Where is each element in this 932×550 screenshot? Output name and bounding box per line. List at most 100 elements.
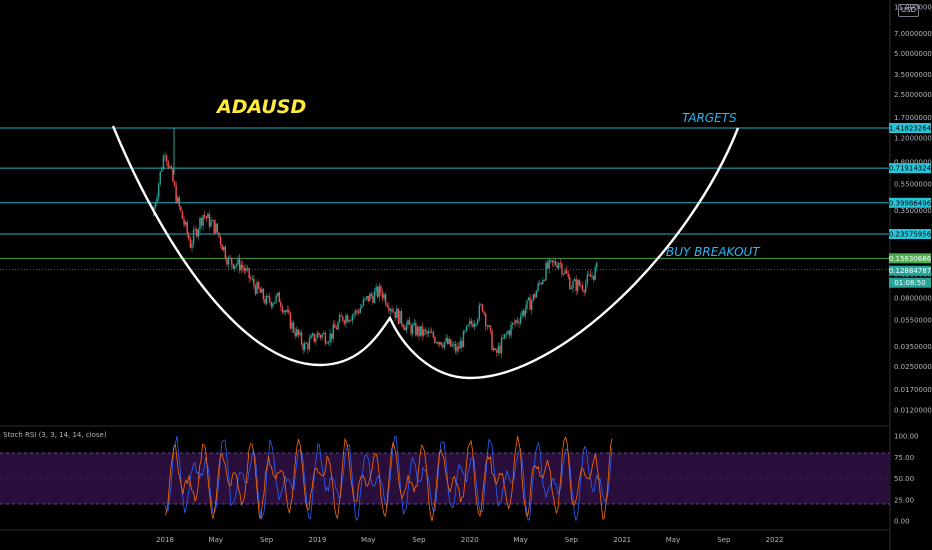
candle-body [461, 341, 463, 348]
price-tag: 0.71914324 [889, 163, 932, 174]
stoch-d-line [164, 435, 613, 522]
candle-body [380, 286, 382, 293]
candle-body [338, 315, 341, 323]
candle-body [473, 323, 476, 328]
candle-body [453, 344, 455, 346]
candle-body [391, 309, 393, 312]
candle-body [192, 229, 195, 244]
candle-body [291, 322, 293, 329]
candle-body [343, 320, 346, 324]
candle-body [288, 309, 290, 313]
candle-body [375, 287, 377, 292]
stoch-k-line [164, 435, 613, 522]
rsi-y-tick: 25.00 [894, 496, 914, 504]
candle-body [240, 264, 242, 271]
candle-body [538, 282, 541, 284]
candle-body [470, 320, 473, 324]
candle-body [281, 307, 284, 313]
candle-body [510, 324, 512, 336]
candle-body [215, 223, 217, 234]
candle-body [334, 324, 336, 328]
candle-body [337, 322, 339, 330]
candle-body [445, 338, 447, 342]
candle-body [567, 273, 569, 277]
rsi-y-tick: 75.00 [894, 454, 914, 462]
candle-body [164, 155, 166, 157]
candle-body [454, 344, 457, 352]
candle-body [183, 218, 185, 225]
candle-body [504, 334, 506, 339]
candle-body [569, 276, 571, 290]
candle-body [483, 311, 485, 314]
candle-body [583, 290, 585, 293]
candle-body [313, 333, 315, 342]
x-tick-label: May [361, 536, 375, 544]
candle-body [184, 222, 187, 225]
price-tag: 0.15630686 [889, 253, 932, 264]
candle-body [278, 292, 280, 303]
candle-body [508, 330, 511, 336]
candle-body [432, 331, 434, 338]
candle-body [472, 323, 474, 328]
price-tag-bg [889, 265, 931, 276]
candle-body [194, 229, 196, 230]
rsi-y-tick: 50.00 [894, 475, 914, 483]
candle-body [443, 341, 446, 348]
candle-body [256, 282, 258, 294]
buy-breakout-annotation: BUY BREAKOUT [666, 245, 761, 259]
candle-body [250, 278, 252, 279]
candle-body [529, 297, 531, 310]
candle-body [553, 261, 555, 263]
candle-body [388, 306, 390, 311]
candle-body [467, 324, 469, 326]
candle-body [535, 290, 538, 298]
y-tick-label: 5.00000000 [894, 50, 932, 58]
price-tag: 1.41823264 [889, 123, 932, 133]
candle-body [294, 331, 296, 337]
candle-body [424, 329, 427, 331]
candle-body [213, 220, 215, 234]
candle-body [418, 326, 420, 336]
x-tick-label: May [666, 536, 680, 544]
candle-body [562, 273, 565, 275]
candle-body [578, 280, 581, 286]
candle-body [540, 282, 542, 285]
candle-body [588, 274, 590, 276]
candle-body [421, 326, 423, 336]
price-tag-label: 0.12884787 [889, 267, 931, 275]
candle-body [411, 325, 414, 334]
candle-body [229, 257, 231, 259]
currency-button[interactable]: USD [898, 4, 919, 17]
candle-body [161, 169, 163, 172]
candle-body [484, 313, 487, 327]
candle-body [273, 301, 276, 304]
candle-body [402, 324, 404, 328]
candle-body [270, 301, 273, 307]
y-tick-label: 0.01200000 [894, 407, 932, 415]
candle-body [413, 323, 415, 326]
candle-body [191, 243, 193, 248]
candle-body [427, 331, 430, 334]
candle-body [570, 288, 573, 290]
candle-body [359, 307, 361, 313]
candle-body [516, 320, 519, 323]
candle-body [224, 246, 227, 259]
candle-body [364, 298, 366, 300]
candle-body [511, 322, 514, 325]
rsi-y-tick: 100.00 [894, 433, 919, 441]
candle-body [594, 267, 596, 280]
candle-body [232, 263, 234, 269]
candle-body [438, 342, 441, 345]
candle-body [253, 278, 255, 286]
candle-body [451, 345, 454, 347]
candle-body [478, 305, 481, 320]
candle-body [208, 213, 211, 227]
candle-body [218, 232, 220, 237]
candle-body [323, 332, 325, 335]
candle-body [261, 288, 263, 293]
candle-body [348, 320, 350, 322]
candle-body [356, 310, 358, 312]
